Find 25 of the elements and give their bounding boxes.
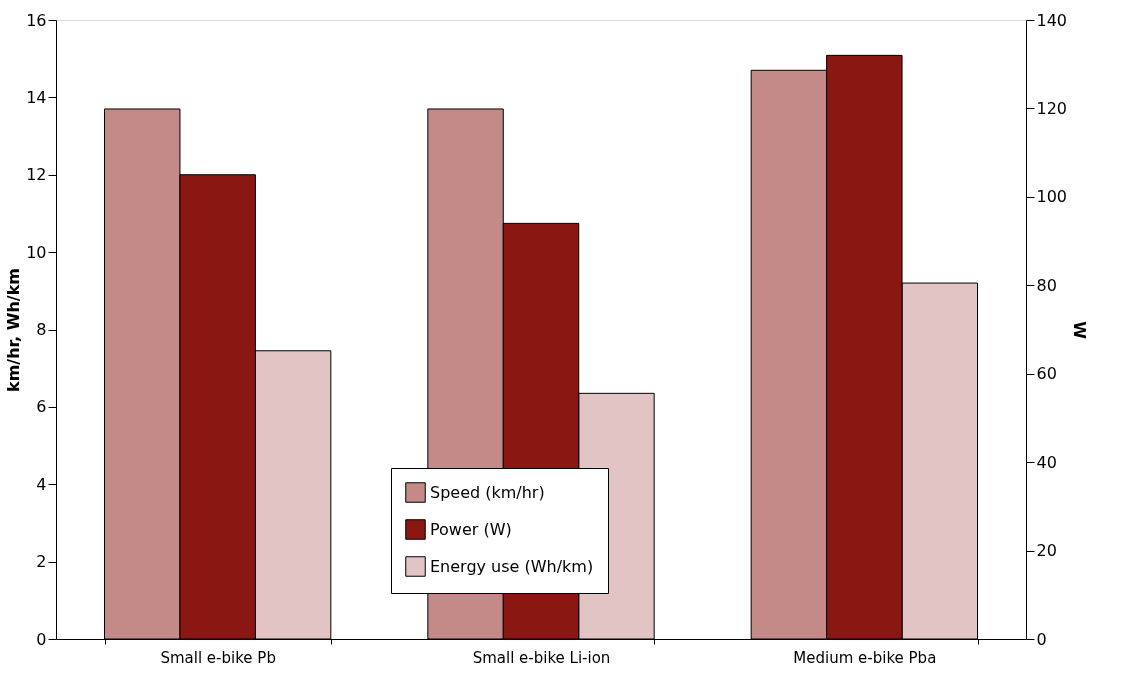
y-tick-label: 6 — [36, 397, 47, 417]
y2-tick-label: 40 — [1036, 452, 1057, 472]
x-tick-label: Small e-bike Pb — [160, 648, 276, 667]
y2-tick-label: 140 — [1036, 10, 1068, 30]
y2-tick-label: 20 — [1036, 541, 1057, 561]
x-tick-label: Small e-bike Li-ion — [472, 648, 611, 667]
legend-label: Speed (km/hr) — [430, 482, 545, 502]
y-tick-label: 14 — [26, 87, 47, 107]
y2-axis-title: W — [1070, 321, 1090, 340]
y2-tick-label: 100 — [1036, 187, 1068, 207]
legend-label: Energy use (Wh/km) — [430, 556, 594, 576]
y2-tick-label: 80 — [1036, 275, 1057, 295]
y-tick-label: 4 — [36, 474, 47, 494]
x-tick-label: Medium e-bike Pba — [793, 648, 937, 667]
y-tick-label: 8 — [36, 320, 47, 339]
y-tick-label: 12 — [26, 165, 47, 185]
y-tick-label: 0 — [36, 629, 47, 649]
y2-tick-label: 0 — [1036, 629, 1047, 649]
y-axis-title: km/hr, Wh/km — [4, 268, 24, 392]
y-tick-label: 16 — [26, 10, 47, 30]
legend-label: Power (W) — [430, 519, 512, 539]
y-tick-label: 10 — [26, 242, 47, 262]
y2-tick-label: 60 — [1036, 364, 1057, 384]
y2-tick-label: 120 — [1036, 98, 1068, 118]
y-tick-label: 2 — [36, 552, 47, 572]
